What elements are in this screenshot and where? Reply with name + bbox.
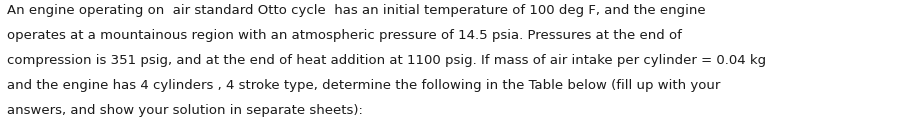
Text: operates at a mountainous region with an atmospheric pressure of 14.5 psia. Pres: operates at a mountainous region with an… (7, 29, 682, 42)
Text: compression is 351 psig, and at the end of heat addition at 1100 psig. If mass o: compression is 351 psig, and at the end … (7, 54, 767, 67)
Text: An engine operating on  air standard Otto cycle  has an initial temperature of 1: An engine operating on air standard Otto… (7, 4, 706, 17)
Text: answers, and show your solution in separate sheets):: answers, and show your solution in separ… (7, 104, 363, 117)
Text: and the engine has 4 cylinders , 4 stroke type, determine the following in the T: and the engine has 4 cylinders , 4 strok… (7, 79, 720, 92)
